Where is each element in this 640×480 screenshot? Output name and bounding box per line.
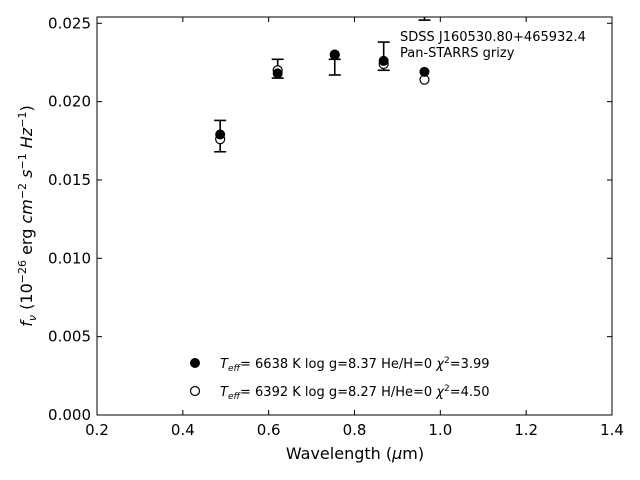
x-tick-label: 0.6 [257, 421, 281, 439]
model-point-filled [215, 129, 226, 140]
y-tick-label: 0.005 [48, 328, 91, 346]
x-axis-ticks: 0.2 0.4 0.6 0.8 1.0 1.2 1.4 [85, 17, 624, 439]
legend: Teff= 6638 K log g=8.37 He/H=0 χ2=3.99 T… [189, 356, 490, 402]
data-points [215, 49, 430, 145]
legend-marker-filled [190, 358, 200, 368]
legend-label-1: Teff= 6638 K log g=8.37 He/H=0 χ2=3.99 [220, 356, 490, 374]
model-point-filled [329, 49, 340, 60]
y-tick-label: 0.010 [48, 249, 91, 267]
annotation-line-1: SDSS J160530.80+465932.4 [400, 30, 586, 45]
plot-frame [96, 16, 613, 416]
x-tick-label: 0.4 [171, 421, 195, 439]
annotation-line-2: Pan-STARRS grizy [400, 46, 515, 61]
error-bars [214, 17, 431, 153]
model-point-filled [272, 68, 283, 79]
x-axis-label: Wavelength (μm) [286, 444, 424, 463]
y-axis-label: fν (10−26 erg cm−2 s−1 Hz−1) [16, 105, 39, 326]
y-tick-label: 0.000 [48, 406, 91, 424]
y-tick-label: 0.015 [48, 171, 91, 189]
x-tick-label: 0.8 [343, 421, 367, 439]
x-tick-label: 0.2 [85, 421, 109, 439]
legend-marker-open [189, 385, 201, 397]
model-point-filled [419, 66, 430, 77]
x-tick-label: 1.0 [428, 421, 452, 439]
model-point-filled [378, 55, 389, 66]
legend-label-2: Teff= 6392 K log g=8.27 H/He=0 χ2=4.50 [220, 384, 490, 402]
x-tick-label: 1.4 [600, 421, 624, 439]
y-axis-ticks: 0.000 0.005 0.010 0.015 0.020 0.025 [48, 14, 612, 424]
x-tick-label: 1.2 [514, 421, 538, 439]
y-tick-label: 0.020 [48, 93, 91, 111]
y-tick-label: 0.025 [48, 14, 91, 32]
